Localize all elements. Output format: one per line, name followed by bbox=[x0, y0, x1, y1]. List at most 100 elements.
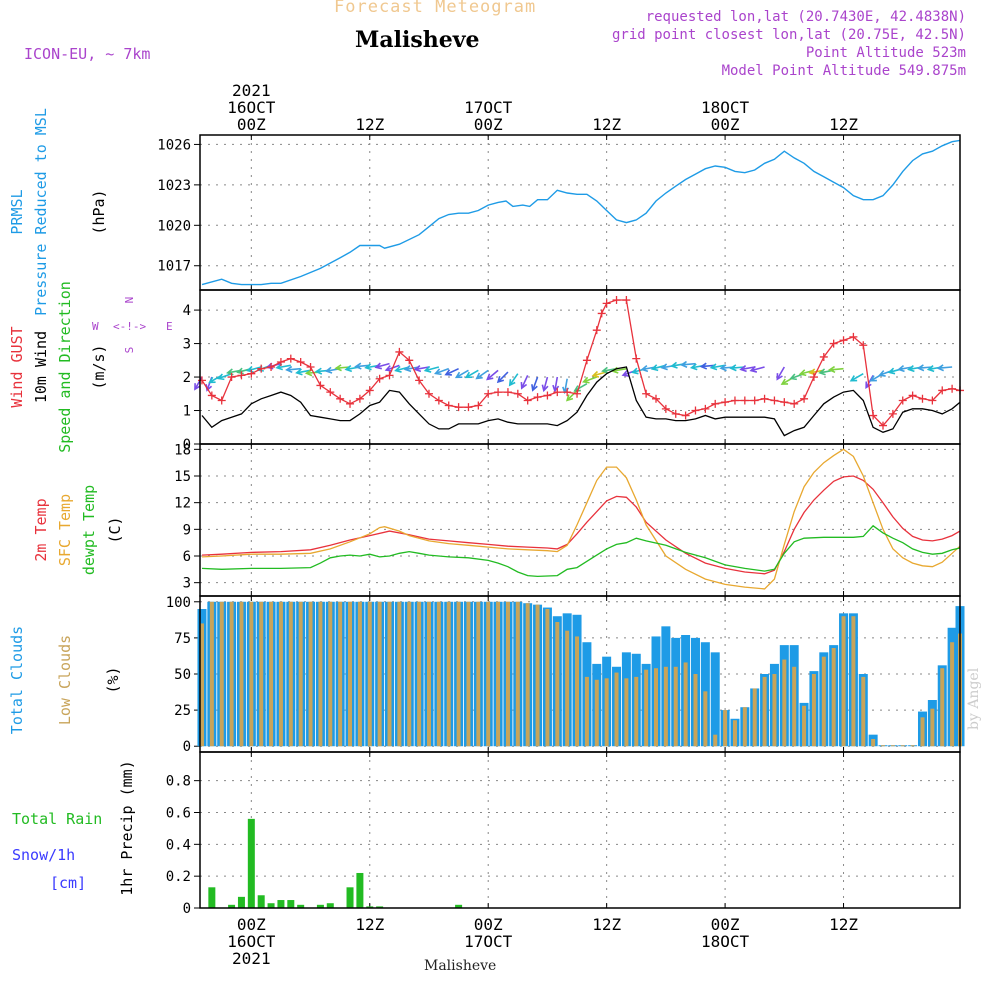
footer-location: Malisheve bbox=[424, 958, 497, 974]
compass-ew-arrow: <-!-> bbox=[113, 320, 146, 333]
low-cloud-bar bbox=[446, 601, 451, 747]
model-altitude: Model Point Altitude 549.875m bbox=[721, 63, 966, 79]
low-cloud-bar bbox=[792, 666, 797, 747]
low-cloud-bar bbox=[259, 601, 264, 747]
gust-marker bbox=[503, 388, 512, 397]
gust-marker bbox=[237, 371, 246, 380]
gust-marker bbox=[405, 356, 414, 365]
low-cloud-bar bbox=[634, 676, 639, 747]
gust-marker bbox=[908, 391, 917, 400]
wind-arrow-head bbox=[601, 366, 609, 374]
gust-marker bbox=[800, 394, 809, 403]
bottom-time-label: 00Z bbox=[237, 915, 266, 934]
bottom-time-label: 16OCT bbox=[227, 932, 276, 951]
wind-arrow-head bbox=[798, 369, 807, 377]
low-cloud-bar bbox=[861, 676, 866, 747]
top-time-label: 18OCT bbox=[701, 98, 750, 117]
gust-marker bbox=[434, 396, 443, 405]
chart-label: Forecast Meteogram bbox=[334, 0, 537, 17]
temp-line-dewpt bbox=[201, 524, 961, 578]
y-tick-label: 18 bbox=[174, 442, 191, 458]
low-cloud-bar bbox=[348, 601, 353, 747]
wind-arrow-head bbox=[818, 368, 826, 376]
rain-bar bbox=[366, 906, 374, 908]
wind-arrow-head bbox=[907, 365, 915, 373]
compass-north: N bbox=[123, 297, 136, 304]
y-tick-label: 3 bbox=[183, 337, 191, 353]
low-cloud-bar bbox=[387, 601, 392, 747]
gust-marker bbox=[839, 336, 848, 345]
low-cloud-bar bbox=[288, 601, 293, 747]
wind-direction-arrow bbox=[425, 366, 440, 372]
low-cloud-bar bbox=[890, 745, 895, 747]
gust-marker bbox=[563, 388, 572, 397]
wind-arrow-head bbox=[374, 362, 383, 370]
low-cloud-bar bbox=[693, 674, 698, 747]
gust-marker bbox=[898, 396, 907, 405]
pressure-unit: (hPa) bbox=[90, 189, 108, 234]
gust-marker bbox=[336, 394, 345, 403]
wind-unit: (m/s) bbox=[90, 344, 108, 389]
low-cloud-bar bbox=[900, 745, 905, 747]
gust-marker bbox=[484, 389, 493, 398]
low-cloud-bar bbox=[821, 656, 826, 747]
gust-marker bbox=[513, 389, 522, 398]
wind-direction-arrow bbox=[415, 366, 430, 371]
rain-bar bbox=[208, 887, 216, 908]
wind-arrow-head bbox=[194, 383, 201, 391]
gust-marker bbox=[790, 399, 799, 408]
wind-direction-arrow bbox=[445, 367, 459, 376]
wind-direction-arrow bbox=[465, 369, 479, 379]
wind-direction-arrow bbox=[554, 376, 559, 391]
wind-arrow-head bbox=[486, 373, 494, 381]
low-cloud-bar bbox=[624, 678, 629, 747]
wind-label-gust: Wind GUST bbox=[8, 326, 26, 407]
bottom-time-label: 00Z bbox=[474, 915, 503, 934]
wind-direction-arrow bbox=[938, 366, 953, 370]
y-tick-label: 1026 bbox=[157, 137, 191, 153]
temp-label-dewpt: dewpt Temp bbox=[80, 485, 98, 575]
y-tick-label: 3 bbox=[183, 576, 191, 592]
wind-arrow-head bbox=[520, 382, 528, 390]
top-time-label: 17OCT bbox=[464, 98, 513, 117]
gust-marker bbox=[247, 369, 256, 378]
low-cloud-bar bbox=[249, 601, 254, 747]
wind-direction-arrow bbox=[532, 376, 539, 391]
wind-direction-arrow bbox=[563, 378, 568, 393]
precip-axis-title: 1hr Precip (mm) bbox=[118, 760, 136, 895]
low-cloud-bar bbox=[308, 601, 313, 747]
gust-marker bbox=[819, 352, 828, 361]
wind-direction-arrow bbox=[247, 366, 262, 372]
gust-marker bbox=[276, 357, 285, 366]
wind-arrow-head bbox=[719, 364, 727, 372]
temp-label-2m: 2m Temp bbox=[32, 498, 50, 561]
wind-label-direction: Speed and Direction bbox=[56, 281, 74, 453]
gust-marker bbox=[217, 396, 226, 405]
gust-marker bbox=[474, 401, 483, 410]
gust-marker bbox=[770, 396, 779, 405]
gust-marker bbox=[326, 388, 335, 397]
low-cloud-bar bbox=[881, 745, 886, 747]
low-cloud-bar bbox=[535, 604, 540, 747]
gust-marker bbox=[365, 386, 374, 395]
y-tick-label: 12 bbox=[174, 496, 191, 512]
wind-arrow-head bbox=[565, 394, 574, 402]
gust-marker bbox=[622, 296, 631, 305]
low-cloud-bar bbox=[367, 601, 372, 747]
pressure-line bbox=[201, 139, 961, 286]
wind-direction-arrow bbox=[681, 362, 696, 366]
gust-marker bbox=[582, 356, 591, 365]
rain-bar bbox=[297, 904, 305, 908]
wind-speed-line bbox=[201, 366, 961, 437]
top-time-label: 12Z bbox=[592, 115, 621, 134]
wind-arrow-head bbox=[423, 365, 432, 373]
gust-marker bbox=[523, 396, 532, 405]
low-cloud-bar bbox=[229, 601, 234, 747]
gust-marker bbox=[632, 354, 641, 363]
low-cloud-bar bbox=[644, 669, 649, 747]
low-cloud-bar bbox=[338, 601, 343, 747]
clouds-label-low: Low Clouds bbox=[56, 635, 74, 725]
gust-marker bbox=[780, 398, 789, 407]
precip-label-rain: Total Rain bbox=[12, 810, 102, 828]
wind-label-10m: 10m Wind bbox=[32, 331, 50, 403]
